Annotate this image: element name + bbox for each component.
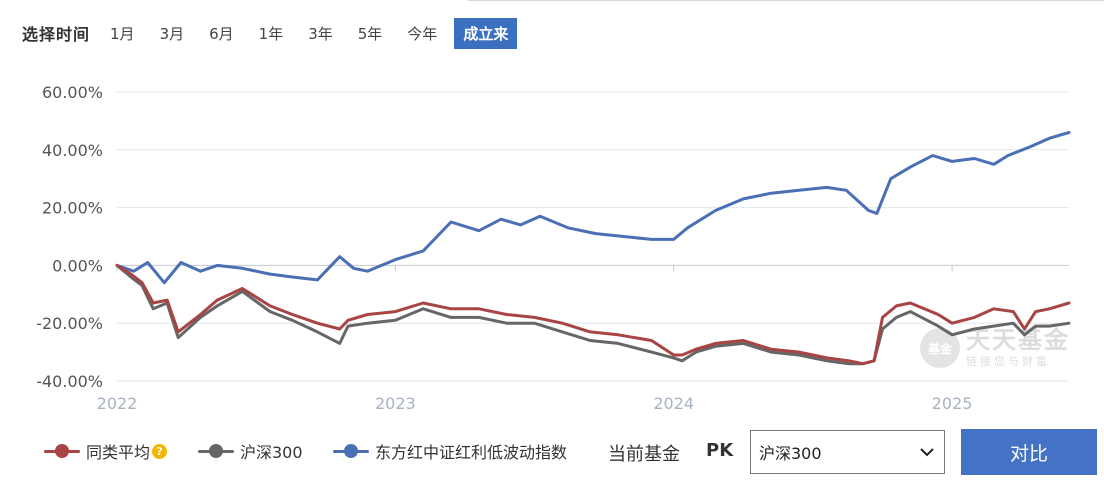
legend-item-csi300[interactable]: 沪深300 <box>198 438 303 464</box>
range-tab-ytd[interactable]: 今年 <box>407 24 438 43</box>
y-tick-label: 60.00% <box>42 83 103 102</box>
legend-label-category-average: 同类平均 <box>86 443 151 462</box>
watermark-slogan: 链接您与财富 <box>966 355 1050 368</box>
legend-label-csi300: 沪深300 <box>240 443 303 462</box>
pk-label: PK <box>706 440 734 461</box>
legend-item-category-average[interactable]: 同类平均 ? <box>44 438 168 464</box>
bottom-toolbar: 同类平均 ? 沪深300 东方红中证红利低波动指数 当前基金 PK 沪深300 … <box>0 428 1104 476</box>
y-tick-label: -40.00% <box>36 372 103 391</box>
y-tick-label: 20.00% <box>42 199 103 218</box>
legend-item-fund[interactable]: 东方红中证红利低波动指数 <box>333 438 567 464</box>
compare-select-value: 沪深300 <box>759 444 822 463</box>
x-tick-label: 2023 <box>375 394 416 413</box>
range-tab-1m[interactable]: 1月 <box>110 24 135 43</box>
top-divider <box>468 0 1104 1</box>
x-tick-label: 2025 <box>932 394 973 413</box>
current-fund-label: 当前基金 <box>608 444 680 465</box>
legend-swatch-category-average <box>44 443 80 459</box>
y-tick-label: 0.00% <box>52 256 103 275</box>
x-tick-label: 2022 <box>97 394 138 413</box>
x-axis-ticks: 2022 2023 2024 2025 <box>97 265 973 413</box>
y-tick-label: -20.00% <box>36 314 103 333</box>
range-tab-since-inception[interactable]: 成立来 <box>454 17 518 49</box>
y-axis-ticks: 60.00% 40.00% 20.00% 0.00% -20.00% -40.00% <box>36 83 103 391</box>
chart-series <box>115 131 1071 366</box>
chevron-down-icon <box>920 447 934 456</box>
performance-line-chart: 60.00% 40.00% 20.00% 0.00% -20.00% -40.00% 20… <box>36 83 1071 413</box>
series-line-1 <box>115 263 1071 366</box>
x-tick-label: 2024 <box>653 394 694 413</box>
watermark-logo: 基金 天天基金 链接您与财富 <box>920 326 1072 370</box>
legend-label-fund: 东方红中证红利低波动指数 <box>375 443 568 462</box>
time-range-label: 选择时间 <box>22 25 91 44</box>
range-tab-3y[interactable]: 3年 <box>308 24 333 43</box>
watermark-name: 天天基金 <box>966 326 1070 354</box>
range-tab-1y[interactable]: 1年 <box>258 24 284 43</box>
chart-grid <box>117 91 1069 382</box>
time-range-selector: 选择时间 1月 3月 6月 1年 3年 5年 今年 成立来 <box>22 17 526 49</box>
compare-benchmark-select[interactable]: 沪深300 <box>750 430 945 474</box>
legend-swatch-fund <box>333 443 369 459</box>
question-icon[interactable]: ? <box>152 443 168 459</box>
range-tab-3m[interactable]: 3月 <box>159 24 185 43</box>
range-tab-6m[interactable]: 6月 <box>209 24 234 43</box>
legend-swatch-csi300 <box>198 443 234 459</box>
y-tick-label: 40.00% <box>42 141 103 160</box>
compare-button[interactable]: 对比 <box>961 429 1097 475</box>
series-line-0 <box>115 131 1071 285</box>
range-tab-5y[interactable]: 5年 <box>357 24 383 43</box>
series-line-2 <box>115 263 1071 366</box>
